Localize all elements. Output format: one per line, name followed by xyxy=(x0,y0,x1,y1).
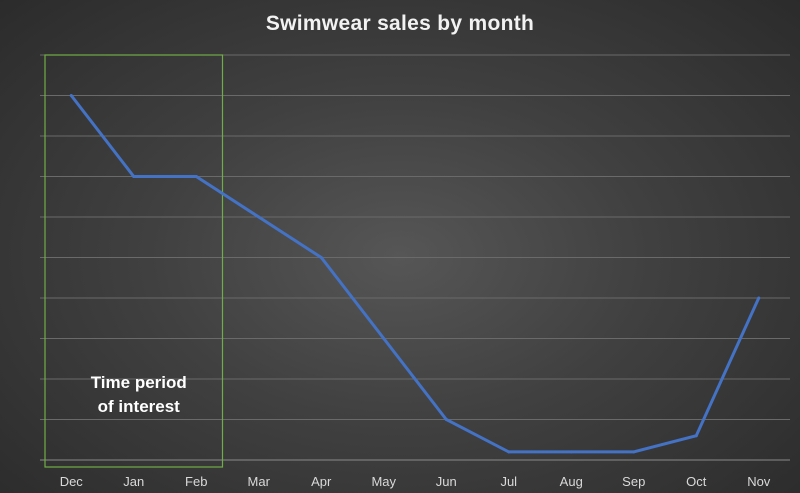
x-tick-label: Feb xyxy=(185,474,207,489)
x-tick-label: Dec xyxy=(60,474,84,489)
x-axis-ticks: Dec Jan Feb Mar Apr May Jun Jul Aug Sep Oct Nov xyxy=(60,474,771,489)
data-point xyxy=(632,450,636,454)
data-point xyxy=(694,434,698,438)
data-point xyxy=(194,175,198,178)
annotation-line-2: of interest xyxy=(98,397,181,416)
data-point xyxy=(257,215,261,219)
x-tick-label: Jun xyxy=(436,474,457,489)
data-point xyxy=(444,418,448,421)
x-tick-label: Nov xyxy=(747,474,771,489)
x-tick-label: Apr xyxy=(311,474,332,489)
data-point xyxy=(569,450,573,454)
x-tick-label: Jan xyxy=(123,474,144,489)
data-point xyxy=(319,256,323,259)
x-tick-label: May xyxy=(371,474,396,489)
data-point xyxy=(757,296,761,300)
chart-title: Swimwear sales by month xyxy=(266,12,534,35)
x-tick-label: Sep xyxy=(622,474,645,489)
series-line xyxy=(70,94,761,454)
annotation-line-1: Time period xyxy=(91,373,187,392)
highlight-region: Time period of interest xyxy=(44,54,224,468)
x-tick-label: Jul xyxy=(500,474,517,489)
data-point xyxy=(507,450,511,454)
x-tick-label: Oct xyxy=(686,474,707,489)
time-period-box xyxy=(44,54,224,468)
data-point xyxy=(132,175,136,178)
data-point xyxy=(382,337,386,340)
data-point xyxy=(69,94,73,97)
x-tick-label: Aug xyxy=(560,474,583,489)
x-tick-label: Mar xyxy=(248,474,271,489)
series-group xyxy=(69,94,761,454)
